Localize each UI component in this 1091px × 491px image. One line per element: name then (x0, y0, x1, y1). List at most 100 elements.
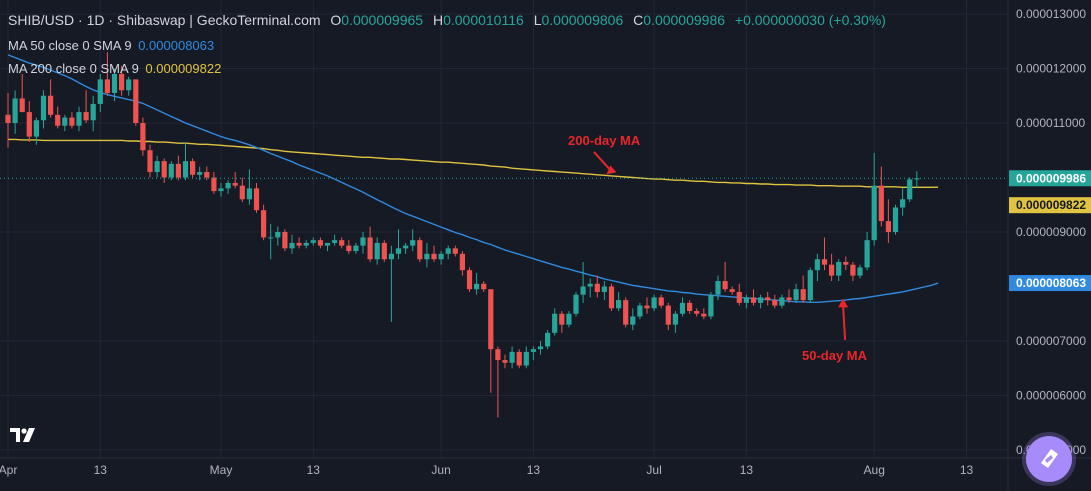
candle-body (353, 245, 359, 252)
candle (332, 234, 338, 246)
time-tick-label: 13 (960, 463, 974, 477)
candle (474, 272, 480, 295)
candle-body (97, 79, 103, 104)
candle-body (914, 178, 920, 180)
ma200-legend[interactable]: MA 200 close 0 SMA 9 0.000009822 (8, 61, 221, 76)
candle-body (736, 291, 742, 303)
candle (509, 346, 515, 369)
chart-header: SHIB/USD · 1D · Shibaswap | GeckoTermina… (8, 12, 886, 28)
candle-body (388, 253, 394, 260)
time-tick-label: 13 (307, 463, 321, 477)
candle-body (701, 313, 707, 317)
candle (580, 261, 586, 303)
candle-body (197, 172, 203, 175)
candle (516, 349, 522, 369)
candle (743, 294, 749, 309)
candle-body (559, 313, 565, 325)
low-value: 0.000009806 (541, 12, 624, 28)
candle-body (672, 313, 678, 325)
candle-body (573, 294, 579, 314)
candle-body (211, 177, 217, 192)
candle (253, 182, 260, 213)
candle-body (857, 267, 863, 276)
candle-body (850, 264, 856, 276)
candle (502, 354, 508, 369)
candle-body (587, 283, 593, 287)
candle-body (310, 240, 316, 243)
candle (814, 253, 820, 282)
candle (282, 229, 288, 252)
candle-body (147, 150, 153, 173)
change-value: +0.000000030 (+0.30%) (734, 12, 886, 28)
candle (204, 166, 210, 181)
candle-body (289, 242, 295, 249)
high-value: 0.000010116 (443, 12, 524, 28)
candle (765, 291, 771, 306)
candle-body (445, 248, 451, 254)
annotation-arrowhead-ma200 (606, 165, 617, 175)
candle (353, 242, 359, 254)
candle (701, 308, 707, 320)
candle (346, 240, 352, 254)
candle (5, 93, 11, 148)
candle (175, 155, 181, 181)
candle-body (431, 253, 437, 260)
time-tick-label: 13 (94, 463, 108, 477)
time-tick-label: Jun (431, 463, 450, 477)
candle-body (608, 286, 615, 309)
candle (445, 245, 451, 260)
candle (537, 341, 544, 355)
candle-body (40, 95, 47, 121)
candle (211, 172, 217, 194)
candle (772, 294, 778, 309)
candle (275, 226, 281, 246)
candle-body (381, 242, 387, 260)
ma50-legend[interactable]: MA 50 close 0 SMA 9 0.000008063 (8, 38, 214, 53)
candle-body (516, 351, 522, 366)
candle (26, 101, 32, 143)
ma200-legend-value: 0.000009822 (145, 61, 222, 76)
assistant-fab-icon[interactable] (1026, 436, 1072, 482)
candle-body (317, 240, 323, 246)
candle (97, 73, 103, 113)
candle-body (182, 161, 189, 178)
candle-body (509, 351, 515, 363)
candle (871, 152, 877, 246)
candle (126, 76, 132, 96)
ohlc-readout: O0.000009965 H0.000010116 L0.000009806 C… (324, 12, 886, 28)
candle-body (346, 245, 352, 252)
candle-body (566, 313, 572, 325)
candle-body (90, 103, 96, 121)
candle (665, 302, 671, 331)
candle (750, 289, 757, 306)
candle-body (395, 248, 402, 254)
candle-body (552, 313, 558, 333)
candle (687, 300, 693, 314)
candle-body (878, 185, 884, 222)
candle-body (26, 112, 32, 137)
candle (12, 90, 18, 134)
ma50-price-badge: 0.000008063 (1016, 276, 1086, 290)
candle-body (239, 185, 245, 200)
candle (239, 177, 245, 203)
candle-body (594, 283, 600, 292)
candle-body (19, 98, 25, 113)
candle (296, 237, 302, 249)
candle (268, 223, 274, 260)
candle-body (33, 120, 39, 137)
candle-body (403, 245, 409, 249)
candle (679, 297, 686, 317)
close-label: C (633, 12, 644, 28)
candle-body (651, 297, 657, 309)
candle (324, 242, 331, 252)
tradingview-logo-icon[interactable] (9, 424, 39, 446)
candle (424, 242, 430, 268)
candle (566, 311, 572, 328)
candle-body (836, 261, 842, 276)
candle-body (715, 281, 721, 295)
symbol-title[interactable]: SHIB/USD · 1D · Shibaswap | GeckoTermina… (8, 12, 321, 28)
candle (779, 294, 785, 309)
candle-body (253, 188, 260, 211)
candle-body (481, 283, 487, 290)
